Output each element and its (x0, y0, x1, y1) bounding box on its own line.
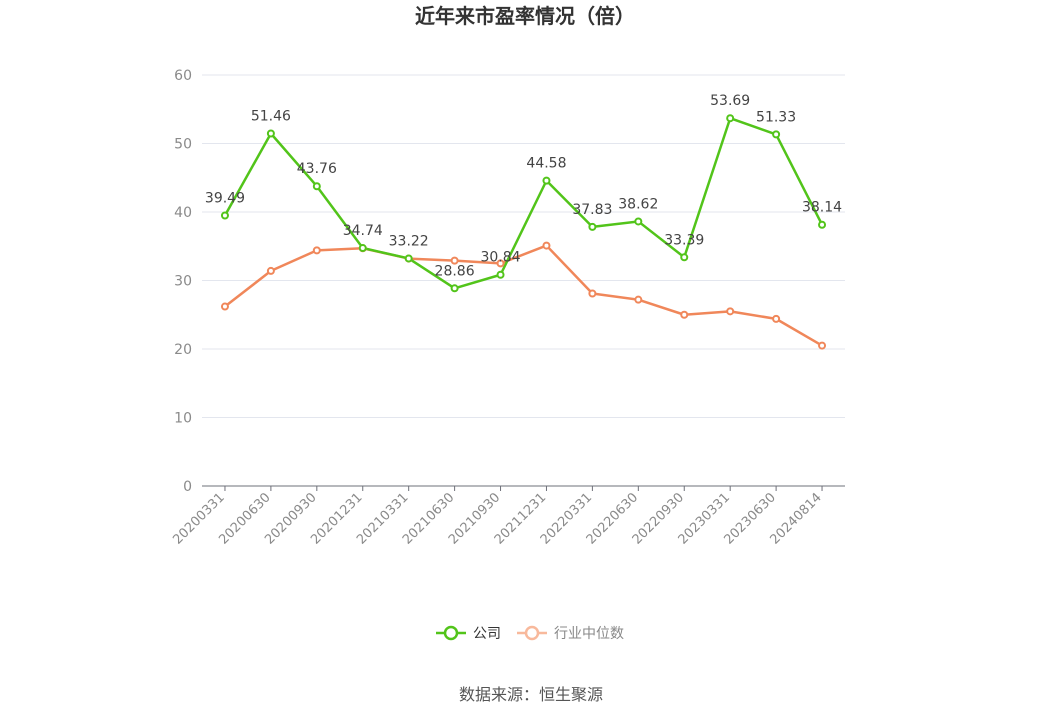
data-labels: 39.49 51.46 43.76 34.74 33.22 28.86 30.84 44.58… (205, 93, 842, 279)
y-tick-label: 0 (183, 479, 192, 495)
point-company (312, 182, 321, 191)
point-industry-median (818, 341, 827, 350)
line-industry-median (224, 244, 823, 347)
point-company (634, 217, 643, 226)
point-industry-median (772, 314, 781, 323)
point-industry-median (220, 302, 229, 311)
legend-item-company[interactable]: 公司 (436, 625, 501, 642)
line-company (223, 116, 824, 290)
data-label-company: 44.58 (526, 156, 566, 172)
point-industry-median (634, 295, 643, 304)
data-label-company: 38.62 (618, 196, 658, 212)
point-industry-median (266, 266, 275, 275)
point-company (818, 220, 827, 229)
point-company (220, 211, 229, 220)
point-industry-median (312, 246, 321, 255)
point-company (358, 244, 367, 253)
point-industry-median (450, 256, 459, 265)
chart-title: 近年来市盈率情况（倍） (415, 4, 635, 28)
point-industry-median (542, 241, 551, 250)
legend-marker-company (443, 625, 459, 641)
point-company (680, 253, 689, 262)
data-label-company: 39.49 (205, 190, 245, 206)
legend-label-company: 公司 (473, 626, 501, 642)
point-industry-median (588, 289, 597, 298)
y-tick-label: 50 (174, 137, 192, 153)
data-label-company: 34.74 (343, 223, 383, 239)
legend-marker-industry-median (524, 625, 540, 641)
legend-item-industry-median[interactable]: 行业中位数 (517, 625, 624, 642)
point-company (404, 254, 413, 263)
y-tick-label: 40 (174, 205, 192, 221)
series-lines (223, 116, 824, 347)
axes: 0102030405060202003312020063020200930202… (170, 68, 845, 548)
source-note: 数据来源：恒生聚源 (459, 685, 603, 704)
point-company (496, 270, 505, 279)
point-industry-median (496, 259, 505, 268)
legend: 公司 行业中位数 (436, 625, 624, 642)
point-company (772, 130, 781, 139)
data-label-company: 33.22 (389, 233, 429, 249)
point-company (726, 114, 735, 123)
y-tick-label: 60 (174, 68, 192, 84)
point-company (588, 222, 597, 231)
data-label-company: 43.76 (297, 161, 337, 177)
data-label-company: 37.83 (572, 202, 612, 218)
data-label-company: 51.33 (756, 109, 796, 125)
y-tick-label: 20 (174, 342, 192, 358)
legend-label-industry-median: 行业中位数 (554, 626, 624, 642)
data-label-company: 51.46 (251, 108, 291, 124)
data-label-company: 53.69 (710, 93, 750, 109)
point-industry-median (726, 307, 735, 316)
grid-lines (202, 74, 845, 418)
y-tick-label: 30 (174, 274, 192, 290)
point-company (542, 176, 551, 185)
data-label-company: 28.86 (435, 263, 475, 279)
data-label-company: 38.14 (802, 200, 842, 216)
data-label-company: 30.84 (480, 250, 520, 266)
series-points (220, 114, 827, 350)
point-industry-median (680, 310, 689, 319)
y-tick-label: 10 (174, 411, 192, 427)
point-company (266, 129, 275, 138)
point-company (450, 284, 459, 293)
data-label-company: 33.39 (664, 232, 704, 248)
